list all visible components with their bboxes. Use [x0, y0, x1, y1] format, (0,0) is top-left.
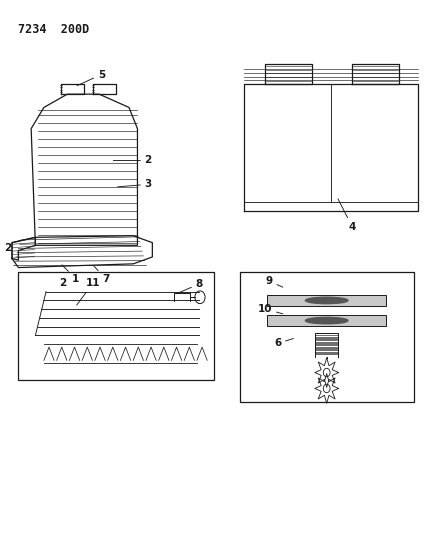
Text: 2: 2	[113, 156, 152, 165]
Text: 7234  200D: 7234 200D	[18, 22, 89, 36]
Text: 2: 2	[4, 243, 12, 253]
Ellipse shape	[306, 297, 348, 304]
Bar	[18, 272, 214, 381]
Text: 4: 4	[338, 199, 356, 232]
Bar	[267, 295, 386, 306]
Text: 9: 9	[266, 276, 283, 287]
Text: 6: 6	[274, 338, 294, 349]
Text: 11: 11	[77, 278, 100, 305]
Text: 8: 8	[177, 279, 203, 294]
Ellipse shape	[306, 317, 348, 324]
Bar	[240, 272, 414, 402]
Text: 10: 10	[258, 304, 283, 314]
Text: 5: 5	[77, 70, 105, 86]
Text: 3: 3	[118, 179, 152, 189]
Text: 7: 7	[94, 266, 109, 284]
Text: 1: 1	[62, 265, 80, 284]
Text: 2: 2	[59, 278, 67, 288]
Bar	[267, 315, 386, 326]
